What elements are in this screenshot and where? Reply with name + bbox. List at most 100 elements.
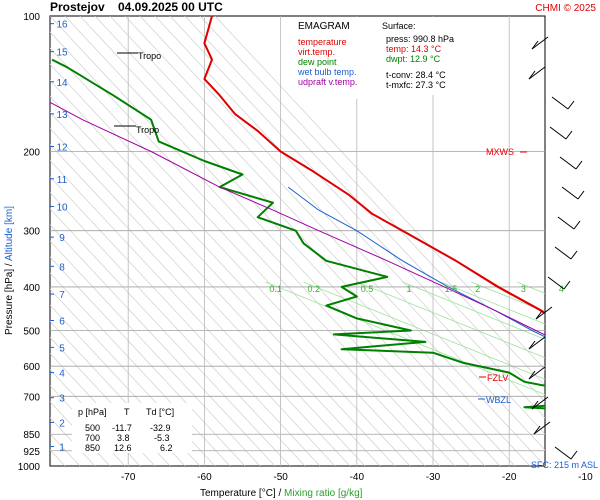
- wind-barb-flag: [528, 340, 536, 350]
- mixing-ratio-label: 0.1: [269, 284, 282, 294]
- series-dew-point-line: [51, 58, 545, 410]
- wind-barb-flag: [535, 310, 543, 320]
- datetime-title: 04.09.2025 00 UTC: [118, 0, 223, 14]
- wind-barb: [557, 216, 575, 230]
- mixing-ratio-line: [402, 281, 545, 340]
- mixing-ratio-label: 2: [475, 284, 480, 294]
- altitude-tick-label: 2: [59, 418, 65, 429]
- wind-barb-flag: [531, 40, 539, 50]
- surface-temp: temp: 14.3 °C: [386, 44, 442, 54]
- dry-adiabat-line: [50, 304, 201, 466]
- wind-barb: [531, 396, 549, 410]
- y-tick-label: 200: [23, 147, 40, 158]
- x-tick-label: -70: [121, 472, 136, 483]
- levels-row-t: -11.7: [112, 423, 132, 433]
- dry-adiabat-line: [124, 16, 545, 466]
- levels-row-p: 500: [85, 423, 100, 433]
- altitude-tick-label: 11: [57, 175, 68, 186]
- wind-barb: [528, 336, 546, 350]
- surface-dwpt: dwpt: 12.9 °C: [386, 54, 441, 64]
- dry-adiabat-line: [169, 16, 545, 419]
- dry-adiabat-line: [50, 256, 246, 466]
- wind-barb-flag: [575, 160, 583, 170]
- wind-barb-flag: [570, 450, 578, 460]
- mxws-label: MXWS: [486, 147, 514, 157]
- dry-adiabat-line: [139, 16, 545, 451]
- legend-box: [292, 17, 378, 99]
- altitude-tick-label: 7: [59, 290, 65, 301]
- dry-adiabat-line: [154, 16, 545, 435]
- altitude-tick-label: 13: [56, 110, 68, 121]
- dry-adiabat-line: [50, 79, 411, 466]
- wind-barb: [528, 66, 546, 80]
- mixing-ratio-label: 1.5: [445, 284, 458, 294]
- levels-row-p: 700: [85, 433, 100, 443]
- levels-header-t: T: [124, 407, 130, 417]
- altitude-tick-label: 9: [59, 233, 65, 244]
- dry-adiabat-line: [50, 111, 381, 466]
- legend-virt-temp: virt.temp.: [298, 47, 335, 57]
- y-tick-label: 700: [23, 392, 40, 403]
- x-tick-label: -20: [502, 472, 517, 483]
- dry-adiabat-line: [50, 320, 186, 466]
- dry-adiabat-line: [50, 95, 396, 466]
- wind-barb-flag: [577, 190, 585, 200]
- altitude-tick-label: 6: [59, 317, 65, 328]
- wind-barb: [554, 246, 572, 260]
- mixing-ratio-label: 0.5: [361, 284, 374, 294]
- y-tick-label: 850: [23, 430, 40, 441]
- wind-barb-flag: [528, 70, 536, 80]
- wind-barb: [559, 156, 577, 170]
- dry-adiabat-line: [50, 272, 231, 466]
- levels-row-t: 12.6: [114, 443, 132, 453]
- mixing-ratio-label: 1: [407, 284, 412, 294]
- series-udpraft-v-temp-line: [50, 101, 545, 336]
- dry-adiabat-line: [50, 127, 366, 466]
- y-tick-label: 925: [23, 447, 40, 458]
- series-virt-temp-line: [203, 16, 545, 313]
- x-tick-label: -40: [350, 472, 365, 483]
- x-axis-title: Temperature [°C] / Mixing ratio [g/kg]: [200, 488, 363, 499]
- mixing-ratio-line: [303, 281, 545, 380]
- altitude-tick-label: 12: [56, 143, 68, 154]
- tropo-label-2: Tropo: [136, 125, 159, 135]
- dry-adiabat-line: [50, 352, 156, 466]
- wind-barb: [549, 126, 567, 140]
- legend-dew-point: dew point: [298, 57, 337, 67]
- wind-barb: [547, 276, 565, 290]
- fzlv-label: FZLV: [487, 373, 508, 383]
- levels-row-td: -5.3: [154, 433, 170, 443]
- mixing-ratio-label: 4: [559, 284, 564, 294]
- altitude-tick-label: 16: [56, 20, 68, 31]
- altitude-tick-label: 10: [56, 202, 68, 213]
- altitude-tick-label: 4: [59, 369, 65, 380]
- wind-barb-flag: [533, 425, 541, 435]
- tropo-label-1: Tropo: [138, 51, 161, 61]
- station-title: Prostejov: [50, 0, 105, 14]
- dry-adiabat-line: [50, 160, 336, 466]
- altitude-tick-label: 8: [59, 262, 65, 273]
- wind-barb: [535, 306, 553, 320]
- surface-box: [379, 17, 467, 95]
- altitude-tick-label: 3: [59, 394, 65, 405]
- y-tick-label: 600: [23, 362, 40, 373]
- x-tick-label: -30: [426, 472, 441, 483]
- dry-adiabat-line: [50, 16, 471, 466]
- wind-barb: [561, 186, 579, 200]
- y-tick-label: 100: [23, 12, 40, 23]
- dry-adiabat-line: [214, 16, 545, 371]
- altitude-tick-label: 14: [56, 78, 68, 89]
- dry-adiabat-line: [50, 224, 276, 466]
- sfc-label: SFC: 215 m ASL: [531, 460, 598, 470]
- legend-temperature: temperature: [298, 37, 347, 47]
- dry-adiabat-line: [50, 240, 261, 466]
- legend-title: EMAGRAM: [298, 21, 350, 32]
- wind-barb-flag: [563, 280, 571, 290]
- altitude-tick-label: 5: [59, 343, 65, 354]
- mixing-ratio-label: 0.2: [307, 284, 320, 294]
- levels-header-p: p [hPa]: [78, 407, 107, 417]
- dry-adiabat-line: [79, 16, 501, 466]
- levels-row-td: -32.9: [150, 423, 171, 433]
- legend-updraft: udpraft v.temp.: [298, 77, 357, 87]
